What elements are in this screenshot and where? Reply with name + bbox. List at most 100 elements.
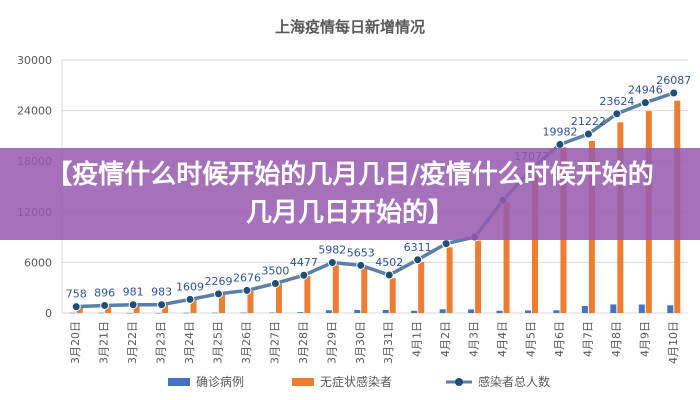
bar-asymptomatic bbox=[389, 278, 396, 313]
bar-asymptomatic bbox=[332, 265, 339, 313]
bar-asymptomatic bbox=[162, 304, 169, 313]
bar-asymptomatic bbox=[475, 240, 482, 313]
x-tick-label: 4月3日 bbox=[468, 321, 481, 357]
chart-title: 上海疫情每日新增情况 bbox=[275, 18, 425, 36]
bar-confirmed bbox=[126, 312, 133, 314]
total-data-label: 2269 bbox=[205, 275, 233, 288]
total-point bbox=[356, 260, 366, 270]
bar-asymptomatic bbox=[418, 261, 425, 313]
bar-confirmed bbox=[667, 305, 674, 313]
total-point bbox=[71, 302, 81, 312]
total-data-label: 983 bbox=[151, 286, 172, 299]
legend-swatch bbox=[292, 378, 314, 386]
bar-confirmed bbox=[638, 304, 645, 313]
x-tick-label: 4月9日 bbox=[638, 321, 651, 357]
bar-confirmed bbox=[610, 304, 617, 313]
bar-confirmed bbox=[297, 312, 304, 313]
x-tick-label: 3月27日 bbox=[268, 321, 281, 364]
overlay-banner: 【疫情什么时候开始的几月几日/疫情什么时候开始的几月几日开始的】 bbox=[0, 148, 700, 240]
total-data-label: 21222 bbox=[571, 115, 606, 128]
total-data-label: 23624 bbox=[599, 95, 634, 108]
total-point bbox=[185, 294, 195, 304]
total-point bbox=[669, 88, 679, 98]
x-tick-label: 3月24日 bbox=[183, 321, 196, 364]
y-tick-label: 24000 bbox=[17, 105, 52, 118]
total-point bbox=[612, 109, 622, 119]
bar-confirmed bbox=[155, 312, 162, 314]
x-tick-label: 4月4日 bbox=[496, 321, 509, 357]
total-point bbox=[157, 300, 167, 310]
x-tick-label: 4月6日 bbox=[553, 321, 566, 357]
x-tick-label: 4月8日 bbox=[610, 321, 623, 357]
bar-confirmed bbox=[411, 310, 418, 313]
bar-confirmed bbox=[382, 309, 389, 313]
bar-asymptomatic bbox=[76, 306, 83, 313]
total-data-label: 6311 bbox=[404, 241, 432, 254]
total-data-label: 3500 bbox=[261, 264, 289, 277]
total-point bbox=[413, 255, 423, 265]
total-point bbox=[441, 239, 451, 249]
bar-asymptomatic bbox=[361, 268, 368, 313]
x-tick-label: 3月23日 bbox=[155, 321, 168, 364]
bar-confirmed bbox=[553, 310, 560, 313]
total-data-label: 896 bbox=[94, 286, 115, 299]
total-data-label: 4502 bbox=[375, 256, 403, 269]
x-tick-label: 3月26日 bbox=[240, 321, 253, 364]
total-data-label: 5982 bbox=[318, 244, 346, 257]
bar-confirmed bbox=[212, 312, 218, 314]
legend-swatch bbox=[168, 378, 190, 386]
bar-asymptomatic bbox=[304, 276, 311, 313]
x-tick-label: 3月31日 bbox=[382, 321, 395, 364]
bar-confirmed bbox=[496, 310, 503, 313]
x-tick-label: 4月2日 bbox=[439, 321, 452, 357]
bar-confirmed bbox=[98, 312, 105, 314]
x-tick-label: 3月28日 bbox=[297, 321, 310, 364]
bar-confirmed bbox=[439, 309, 446, 313]
x-tick-label: 3月29日 bbox=[325, 321, 338, 364]
total-point bbox=[327, 258, 337, 268]
bar-asymptomatic bbox=[446, 247, 453, 313]
bar-confirmed bbox=[183, 312, 190, 314]
bar-confirmed bbox=[69, 312, 76, 314]
y-tick-label: 0 bbox=[45, 307, 52, 320]
total-point bbox=[100, 300, 110, 310]
total-point bbox=[128, 300, 138, 310]
bar-asymptomatic bbox=[532, 171, 538, 313]
total-data-label: 26087 bbox=[656, 74, 691, 87]
legend-marker bbox=[455, 378, 463, 386]
bar-asymptomatic bbox=[190, 299, 197, 313]
total-point bbox=[270, 278, 280, 288]
bar-asymptomatic bbox=[503, 202, 510, 313]
total-data-label: 2676 bbox=[233, 271, 261, 284]
x-tick-label: 4月1日 bbox=[411, 321, 424, 357]
bar-confirmed bbox=[268, 312, 275, 314]
bar-confirmed bbox=[325, 310, 332, 313]
total-point bbox=[583, 129, 593, 139]
total-data-label: 1609 bbox=[176, 280, 204, 293]
total-point bbox=[214, 289, 223, 299]
x-tick-label: 3月25日 bbox=[212, 321, 225, 364]
bar-asymptomatic bbox=[275, 283, 282, 313]
x-tick-label: 3月20日 bbox=[69, 321, 82, 364]
total-data-label: 4477 bbox=[290, 256, 318, 269]
legend-label: 无症状感染者 bbox=[320, 374, 392, 389]
total-line bbox=[76, 91, 675, 309]
bar-confirmed bbox=[581, 306, 588, 313]
bar-asymptomatic bbox=[105, 305, 112, 313]
legend: 确诊病例 无症状感染者 感染者总人数 bbox=[168, 374, 550, 389]
overlay-title: 【疫情什么时候开始的几月几日/疫情什么时候开始的几月几日开始的】 bbox=[46, 160, 654, 228]
x-tick-label: 3月21日 bbox=[98, 321, 111, 364]
bar-asymptomatic bbox=[219, 294, 225, 313]
legend-label: 感染者总人数 bbox=[478, 374, 550, 389]
bar-asymptomatic bbox=[247, 290, 254, 313]
bar-confirmed bbox=[468, 309, 475, 313]
total-data-label: 24946 bbox=[628, 84, 663, 97]
total-point bbox=[299, 270, 309, 280]
total-data-label: 19982 bbox=[542, 125, 577, 138]
bar-confirmed bbox=[354, 310, 361, 313]
y-tick-label: 30000 bbox=[17, 54, 52, 67]
x-tick-label: 4月7日 bbox=[581, 321, 594, 357]
legend-label: 确诊病例 bbox=[196, 374, 244, 389]
